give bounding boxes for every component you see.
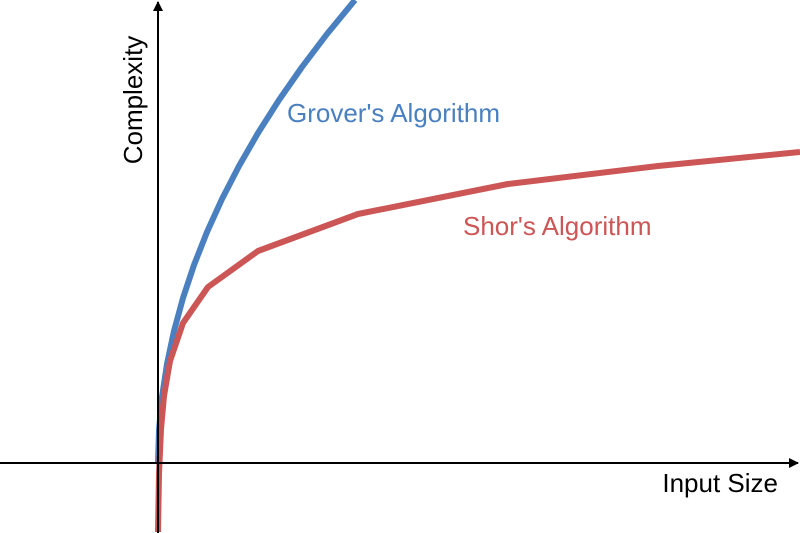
plot-area <box>155 0 800 533</box>
series-line <box>155 0 358 464</box>
series-label: Grover's Algorithm <box>287 98 500 128</box>
series-label: Shor's Algorithm <box>463 211 652 241</box>
y-axis-label: Complexity <box>118 36 148 165</box>
x-axis-label: Input Size <box>662 468 778 498</box>
series-line <box>155 149 800 533</box>
